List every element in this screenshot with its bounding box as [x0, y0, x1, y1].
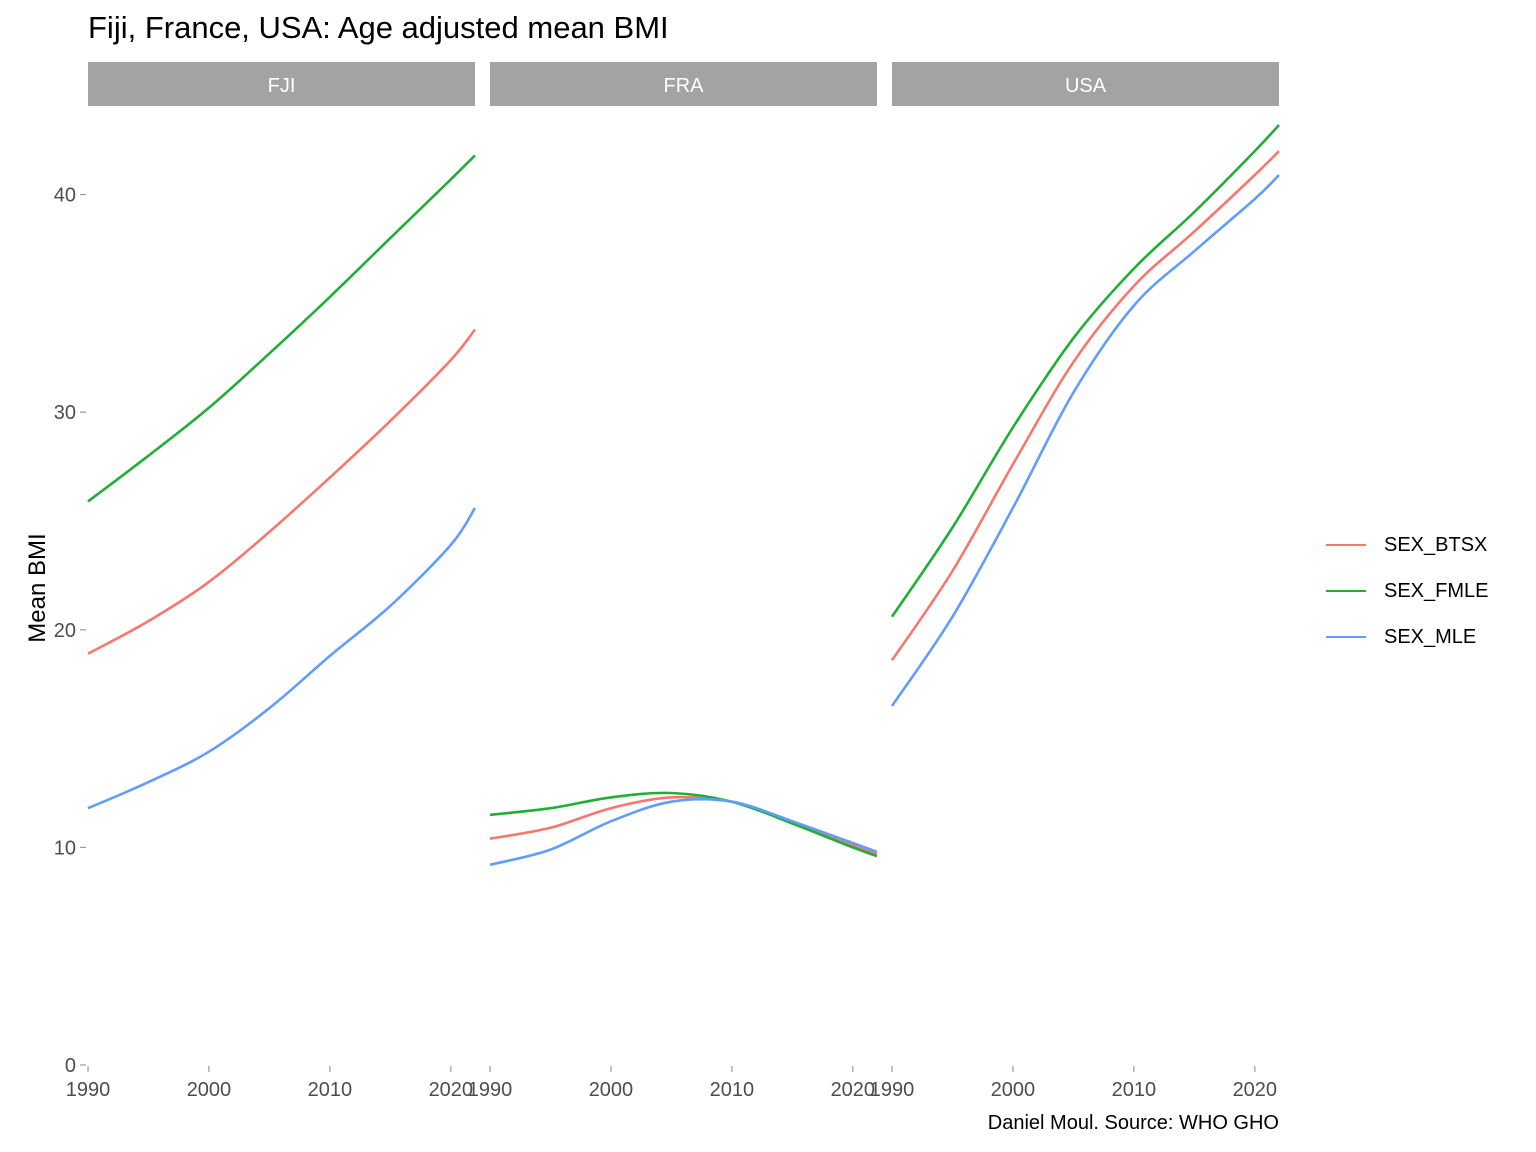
series-line-fji-sex-btsx	[87, 328, 477, 655]
facet-strip-fji	[88, 62, 475, 106]
legend-label-sex-btsx: SEX_BTSX	[1384, 533, 1488, 556]
legend-label-sex-fmle: SEX_FMLE	[1384, 579, 1489, 602]
series-line-fji-sex-fmle	[87, 154, 476, 503]
series-line-fra-sex-btsx	[489, 795, 878, 856]
legend: SEX_BTSX SEX_FMLE SEX_MLE	[1326, 522, 1488, 660]
x-tick-label-usa-2000: 2000	[991, 1079, 1036, 1101]
y-tick-label-30: 30	[54, 402, 76, 424]
facet-strip-label-usa: USA	[1065, 75, 1107, 97]
y-tick-label-20: 20	[54, 620, 76, 642]
x-tick-label-fra-2010: 2010	[710, 1079, 755, 1101]
series-line-usa-sex-btsx	[890, 150, 1280, 662]
facet-strip-label-fra: FRA	[664, 75, 705, 97]
x-tick-label-fra-1990: 1990	[468, 1079, 513, 1101]
chart-title: Fiji, France, USA: Age adjusted mean BMI	[88, 10, 669, 45]
x-tick-label-usa-2010: 2010	[1112, 1079, 1157, 1101]
chart-caption: Daniel Moul. Source: WHO GHO	[987, 1112, 1279, 1134]
series-line-fra-sex-fmle	[489, 791, 878, 858]
legend-label-sex-mle: SEX_MLE	[1384, 625, 1477, 648]
legend-item-sex-mle: SEX_MLE	[1326, 614, 1488, 660]
series-line-fji-sex-mle	[87, 507, 477, 810]
legend-key-sex-mle	[1326, 636, 1366, 638]
facet-strip-fra	[490, 62, 877, 106]
x-tick-label-fji-1990: 1990	[66, 1079, 111, 1101]
x-tick-label-fra-2000: 2000	[589, 1079, 634, 1101]
x-tick-label-usa-1990: 1990	[870, 1079, 915, 1101]
x-tick-label-fji-2010: 2010	[308, 1079, 353, 1101]
x-tick-label-fji-2000: 2000	[187, 1079, 232, 1101]
legend-key-sex-fmle	[1326, 590, 1366, 592]
x-tick-label-fra-2020: 2020	[831, 1079, 876, 1101]
facet-strip-label-fji: FJI	[268, 75, 296, 97]
series-line-usa-sex-fmle	[890, 124, 1280, 618]
facet-strip-usa	[892, 62, 1279, 106]
series-line-usa-sex-mle	[890, 174, 1280, 707]
legend-key-sex-btsx	[1326, 544, 1366, 546]
series-line-fra-sex-mle	[489, 797, 878, 867]
x-tick-label-usa-2020: 2020	[1233, 1079, 1278, 1101]
y-tick-label-40: 40	[54, 185, 76, 207]
legend-item-sex-fmle: SEX_FMLE	[1326, 568, 1488, 614]
legend-item-sex-btsx: SEX_BTSX	[1326, 522, 1488, 568]
y-tick-label-0: 0	[65, 1055, 76, 1077]
y-tick-label-10: 10	[54, 837, 76, 859]
x-tick-label-fji-2020: 2020	[429, 1079, 474, 1101]
